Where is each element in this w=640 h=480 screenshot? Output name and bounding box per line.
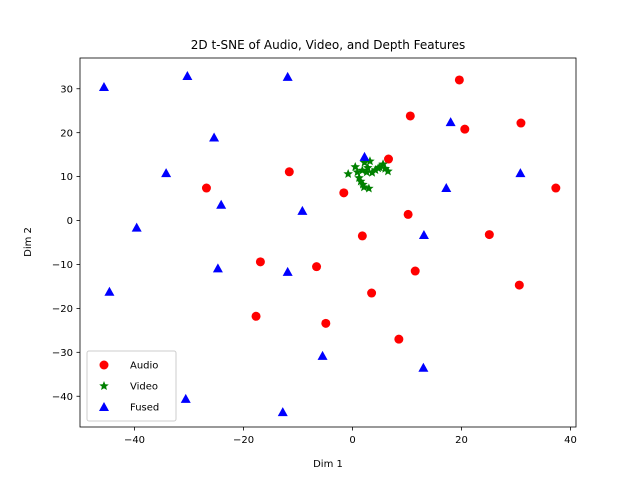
data-point-video [355,176,366,186]
data-point-video [361,167,372,177]
data-point-video [365,156,375,166]
legend-marker-video [99,381,109,391]
y-tick-label: −40 [52,392,73,403]
data-point-fused [98,81,109,91]
data-point-video [350,161,361,171]
data-point-audio [251,311,261,321]
legend-marker-fused [99,402,109,411]
series-fused [98,71,526,417]
data-point-fused [216,199,227,209]
data-point-audio [384,154,394,164]
data-point-video [367,167,377,177]
data-point-audio [255,257,265,267]
data-point-video [380,163,390,173]
data-point-fused [131,222,142,232]
data-point-fused [180,393,191,403]
data-point-fused [161,168,172,178]
legend-label-audio: Audio [130,361,158,372]
y-axis-label: Dim 2 [23,227,34,257]
y-tick-label: −20 [52,304,73,315]
data-point-audio [551,183,561,193]
data-point-audio [484,230,494,240]
x-tick-label: 20 [455,435,468,446]
data-point-audio [357,231,367,241]
data-point-fused [104,286,115,296]
data-point-audio [201,183,211,193]
data-point-audio [394,334,404,344]
data-point-video [359,157,370,167]
x-axis-label: Dim 1 [313,459,343,470]
x-tick-label: −20 [233,435,254,446]
data-point-fused [317,350,328,360]
data-point-video [354,172,364,182]
data-point-video [370,165,381,175]
data-point-fused [515,168,526,178]
data-point-video [383,166,393,176]
data-point-fused [209,132,220,142]
y-tick-label: 20 [60,128,73,139]
x-tick-label: 40 [564,435,577,446]
series-audio [201,75,561,344]
data-point-audio [410,266,420,276]
plot-area: −40 −20 0 20 40 −40 −30 −20 −10 0 10 20 30 [52,57,577,446]
data-point-fused [182,71,193,81]
data-point-fused [418,362,429,372]
series-video [343,156,393,193]
data-point-audio [339,188,349,198]
data-point-video [364,183,374,193]
y-tick-label: 10 [60,172,73,183]
data-point-video [373,163,383,173]
x-tick-label: −40 [124,435,145,446]
data-point-fused [212,263,223,273]
data-point-fused [282,71,293,81]
y-tick-label: 0 [67,216,73,227]
legend-label-video: Video [130,382,158,393]
data-point-fused [282,266,293,276]
data-point-fused [441,183,452,193]
data-point-video [358,179,368,189]
x-tick-label: 0 [349,435,355,446]
data-point-fused [277,407,288,417]
legend: Audio Video Fused [86,350,177,422]
data-point-video [378,159,388,169]
data-point-audio [367,288,377,298]
data-point-fused [445,117,456,127]
data-point-audio [454,75,464,85]
data-point-audio [405,111,415,121]
legend-label-fused: Fused [130,403,159,414]
chart-title: 2D t-SNE of Audio, Video, and Depth Feat… [191,38,465,52]
data-point-video [352,167,363,177]
y-tick-label: 30 [60,84,73,95]
y-tick-label: −30 [52,348,73,359]
data-point-fused [359,151,370,161]
data-point-fused [297,205,308,215]
data-point-video [343,168,353,179]
data-point-video [363,162,373,172]
legend-box [86,350,177,422]
y-tick-label: −10 [52,260,73,271]
axes-frame [79,57,577,428]
data-point-audio [403,209,413,219]
data-point-audio [284,167,294,177]
data-point-audio [516,118,526,128]
data-point-audio [321,318,331,328]
data-point-audio [514,280,524,290]
data-point-video [357,165,368,175]
data-point-audio [312,262,322,272]
data-point-fused [418,230,429,240]
legend-marker-audio [99,360,109,370]
data-point-audio [460,124,470,134]
